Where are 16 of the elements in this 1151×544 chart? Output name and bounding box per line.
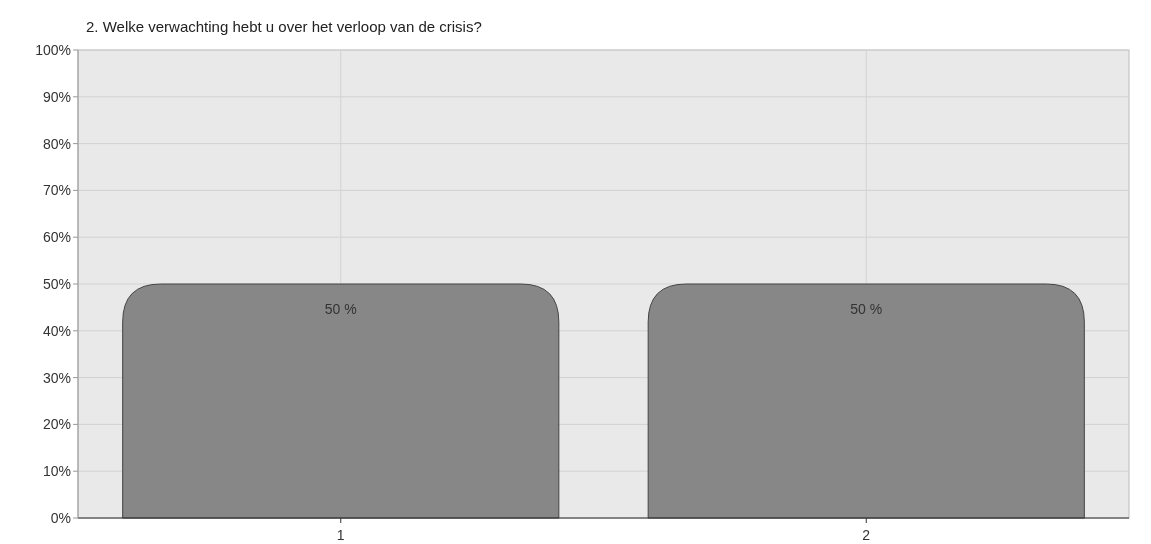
x-tick-label: 2 bbox=[862, 527, 871, 543]
chart-title: 2. Welke verwachting hebt u over het verloop van de crisis? bbox=[86, 18, 482, 35]
y-tick-label: 80% bbox=[42, 135, 71, 152]
y-tick-label: 20% bbox=[42, 416, 71, 433]
y-tick-label: 40% bbox=[42, 322, 71, 339]
y-tick-label: 100% bbox=[35, 41, 71, 58]
data-label: 50 % bbox=[324, 301, 357, 317]
y-tick-label: 60% bbox=[42, 229, 71, 246]
y-tick-label: 30% bbox=[42, 369, 71, 386]
y-tick-label: 90% bbox=[42, 88, 71, 105]
y-tick-label: 50% bbox=[42, 275, 71, 292]
y-tick-label: 0% bbox=[50, 509, 71, 526]
data-label: 50 % bbox=[850, 301, 883, 317]
x-tick-label: 1 bbox=[336, 527, 345, 543]
y-tick-label: 10% bbox=[42, 463, 71, 480]
y-tick-label: 70% bbox=[42, 182, 71, 199]
